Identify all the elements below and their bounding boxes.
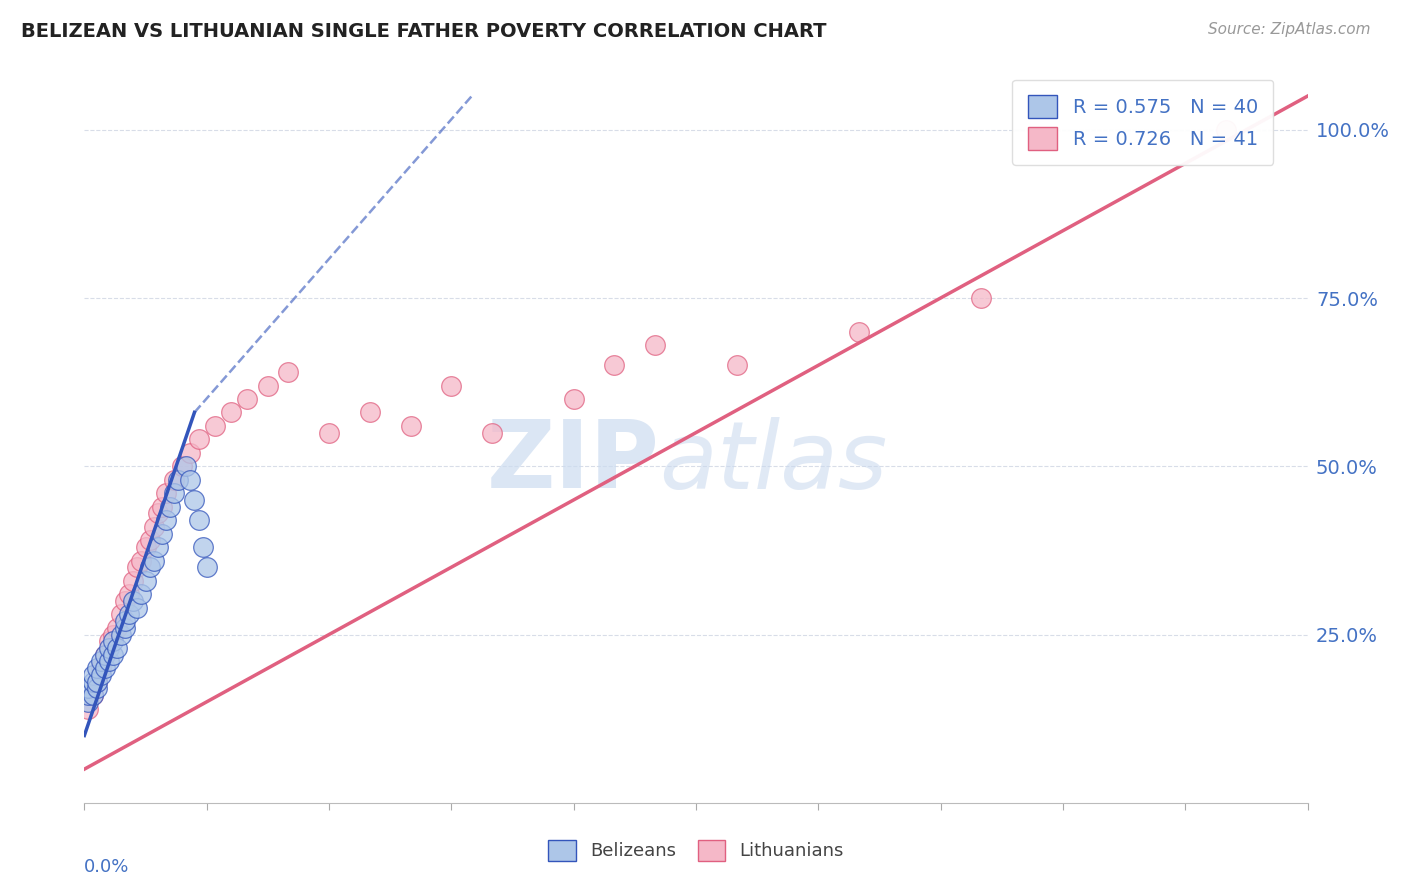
Point [187,513,209,527]
Text: atlas: atlas [659,417,887,508]
Point [155,486,177,500]
Point [97,634,120,648]
Point [603,359,626,373]
Point [97,640,120,655]
Point [142,553,165,567]
Point [644,338,666,352]
Point [195,560,218,574]
Point [399,418,422,433]
Point [359,405,381,419]
Point [236,392,259,406]
Point [110,627,132,641]
Text: 0.0%: 0.0% [84,858,129,876]
Point [86,681,108,696]
Point [105,621,128,635]
Point [1215,122,1237,136]
Point [101,627,124,641]
Point [183,492,205,507]
Point [127,560,149,574]
Point [146,540,169,554]
Point [481,425,503,440]
Point [150,526,173,541]
Text: Source: ZipAtlas.com: Source: ZipAtlas.com [1208,22,1371,37]
Point [167,473,190,487]
Point [77,681,100,696]
Point [90,661,112,675]
Point [114,621,136,635]
Point [118,607,141,622]
Text: BELIZEAN VS LITHUANIAN SINGLE FATHER POVERTY CORRELATION CHART: BELIZEAN VS LITHUANIAN SINGLE FATHER POV… [21,22,827,41]
Point [970,291,993,305]
Point [127,600,149,615]
Point [90,668,112,682]
Point [135,540,157,554]
Point [172,459,194,474]
Point [122,574,145,588]
Text: ZIP: ZIP [486,417,659,508]
Point [155,513,177,527]
Point [105,640,128,655]
Point [277,365,299,379]
Point [138,560,160,574]
Point [86,674,108,689]
Point [150,500,173,514]
Point [848,325,870,339]
Point [110,607,132,622]
Point [86,674,108,689]
Point [187,433,209,447]
Point [82,674,104,689]
Point [163,473,186,487]
Point [86,661,108,675]
Point [82,668,104,682]
Point [179,446,201,460]
Point [219,405,242,419]
Point [93,648,115,662]
Point [179,473,201,487]
Point [82,688,104,702]
Point [93,648,115,662]
Point [93,661,115,675]
Point [77,701,100,715]
Point [142,520,165,534]
Point [725,359,748,373]
Point [101,648,124,662]
Point [440,378,463,392]
Point [146,507,169,521]
Point [114,614,136,628]
Point [122,594,145,608]
Point [114,594,136,608]
Point [135,574,157,588]
Point [257,378,280,392]
Point [77,695,100,709]
Point [174,459,197,474]
Point [562,392,585,406]
Point [131,553,153,567]
Point [101,634,124,648]
Point [204,418,226,433]
Point [191,540,214,554]
Point [131,587,153,601]
Point [159,500,181,514]
Point [138,533,160,548]
Point [82,688,104,702]
Point [90,655,112,669]
Point [97,655,120,669]
Point [77,688,100,702]
Point [118,587,141,601]
Point [163,486,186,500]
Legend: Belizeans, Lithuanians: Belizeans, Lithuanians [541,832,851,868]
Point [318,425,340,440]
